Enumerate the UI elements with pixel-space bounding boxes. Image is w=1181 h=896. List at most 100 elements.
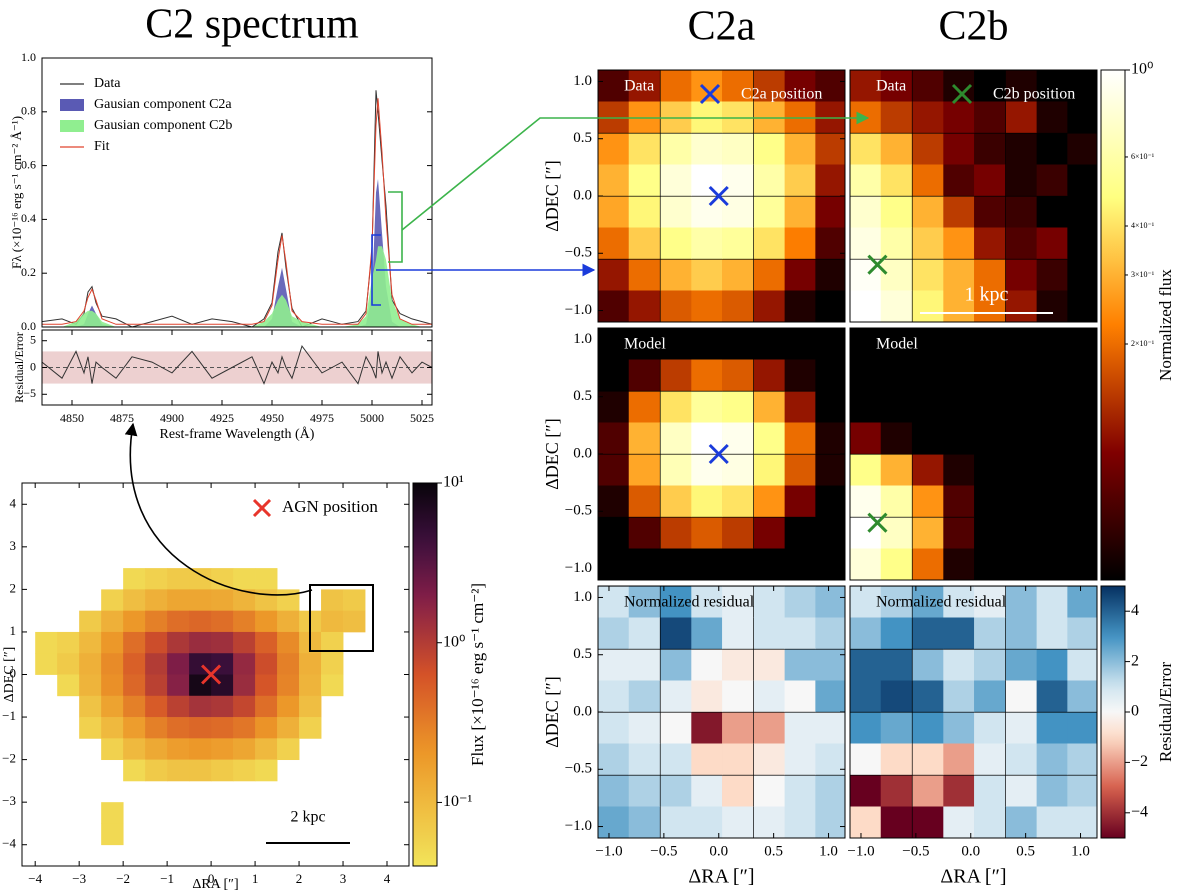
cell — [974, 517, 1006, 549]
legend-label: AGN position — [282, 497, 378, 516]
cell — [255, 653, 278, 675]
y-tick-label: 1.0 — [573, 73, 592, 89]
cell — [628, 101, 660, 133]
colorbar-tick-label: −2 — [1131, 753, 1148, 770]
cell — [943, 517, 975, 549]
cell — [784, 743, 816, 775]
cell — [691, 548, 723, 580]
cell — [722, 101, 754, 133]
cell — [974, 359, 1006, 391]
x-tick-label: 1 — [252, 871, 259, 886]
cell — [784, 290, 816, 322]
cell — [722, 548, 754, 580]
frame — [849, 585, 1098, 839]
cell — [1036, 196, 1068, 228]
cell — [880, 454, 912, 486]
cell — [167, 631, 190, 654]
marker — [951, 83, 973, 105]
frame — [849, 327, 1098, 581]
colorbar-tick-label: −4 — [1131, 803, 1148, 820]
cell — [850, 133, 882, 165]
cell — [753, 548, 786, 580]
y-tick-label: 3 — [10, 538, 17, 553]
cell — [57, 674, 80, 697]
cell — [123, 717, 146, 739]
cell — [691, 680, 723, 712]
cell — [1005, 743, 1038, 775]
cell — [974, 617, 1006, 649]
cell — [1005, 649, 1038, 681]
cell — [753, 586, 786, 618]
colorbar-tick-label: 2 — [1131, 652, 1139, 669]
cell — [943, 485, 975, 517]
cell — [628, 712, 660, 744]
cell — [233, 674, 256, 697]
cell — [912, 227, 944, 259]
x-tick-label: 4925 — [210, 411, 234, 425]
colorbar-tick-label: 0 — [1131, 703, 1139, 720]
cell — [628, 196, 660, 228]
cell — [974, 259, 1006, 291]
x-tick-label: 4975 — [310, 411, 334, 425]
cell — [628, 617, 660, 649]
cell — [722, 70, 754, 102]
cell — [815, 485, 845, 517]
cell — [691, 133, 723, 165]
y-tick-label: 0.6 — [21, 157, 36, 171]
cell — [691, 485, 723, 517]
cell — [912, 743, 944, 775]
cell — [815, 164, 845, 196]
cell — [1036, 101, 1068, 133]
cell — [880, 196, 912, 228]
colorbar-tick-label: 2×10⁻¹ — [1131, 339, 1155, 348]
cell — [255, 717, 278, 739]
cell — [277, 653, 300, 675]
marker — [867, 512, 888, 533]
cell — [101, 695, 124, 718]
cell — [598, 680, 630, 712]
cell — [660, 70, 692, 102]
cell — [912, 649, 944, 681]
y-tick-label: −0.5 — [565, 245, 592, 261]
x-tick-label: 0.0 — [709, 843, 728, 859]
cell — [1067, 712, 1097, 744]
cell — [815, 517, 845, 549]
cell — [912, 391, 944, 423]
y-tick-label: 4 — [10, 495, 17, 510]
cell — [628, 485, 660, 517]
cell — [691, 454, 723, 486]
marker-stroke — [699, 83, 721, 105]
y-axis-label: ΔDEC [″] — [2, 647, 17, 703]
series-line — [42, 98, 432, 325]
cell — [1005, 133, 1038, 165]
x-tick-label: 0.5 — [1016, 843, 1035, 859]
cell — [974, 227, 1006, 259]
cell — [233, 653, 256, 675]
cell — [1005, 617, 1038, 649]
cell — [211, 589, 234, 612]
cell — [628, 454, 660, 486]
cell — [123, 610, 146, 633]
cell — [974, 649, 1006, 681]
cell — [167, 695, 190, 718]
cell — [784, 775, 816, 807]
cell — [660, 133, 692, 165]
cell — [691, 806, 723, 838]
cell — [660, 227, 692, 259]
cell — [912, 548, 944, 580]
cell — [784, 617, 816, 649]
cell — [880, 101, 912, 133]
cell — [784, 517, 816, 549]
cell — [815, 328, 845, 360]
cell — [815, 775, 845, 807]
cell — [753, 290, 786, 322]
cell — [1067, 359, 1097, 391]
cell — [1005, 391, 1038, 423]
legend-swatch — [60, 120, 84, 132]
cell — [753, 227, 786, 259]
y-axis-label: ΔDEC [″] — [542, 160, 562, 232]
cell — [1067, 391, 1097, 423]
marker-label: C2b position — [993, 86, 1075, 103]
y-tick-label: −1.0 — [565, 302, 592, 318]
cell — [598, 290, 630, 322]
